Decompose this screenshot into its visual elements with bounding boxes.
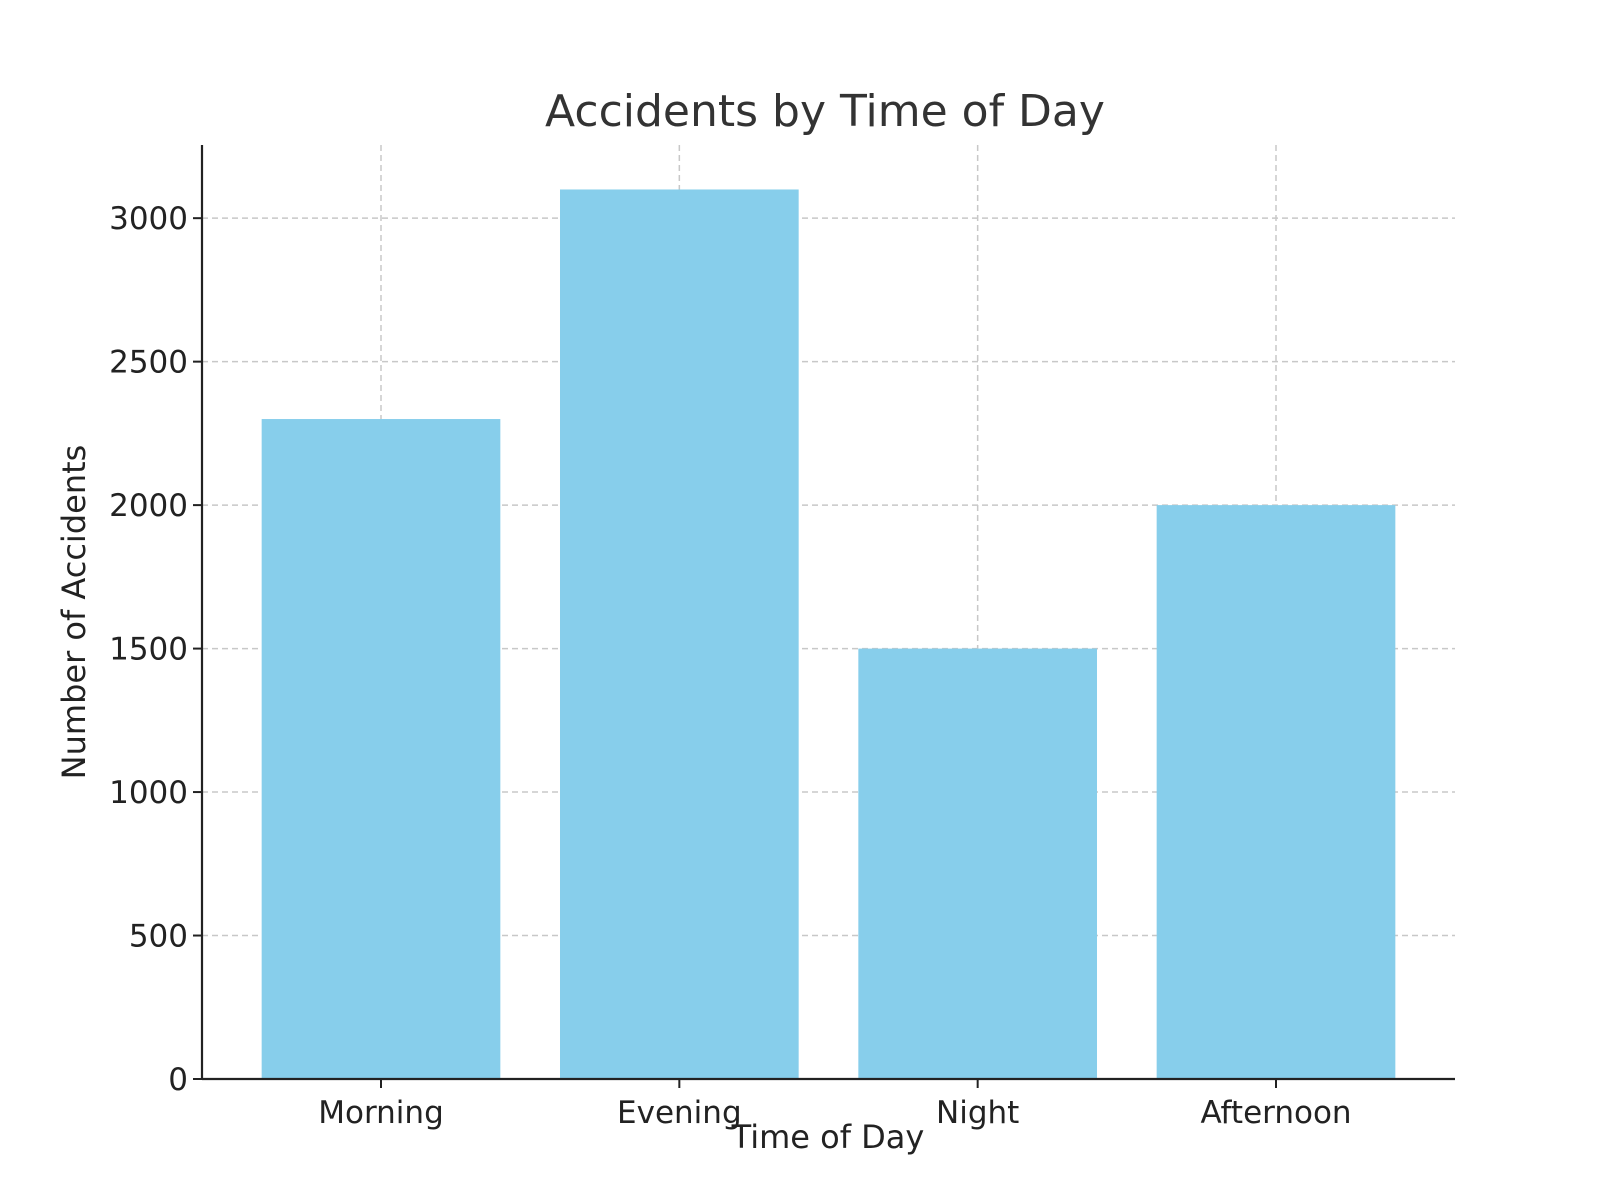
- y-tick-label: 3000: [109, 201, 188, 237]
- chart-title: Accidents by Time of Day: [545, 86, 1105, 137]
- y-tick-label: 0: [168, 1062, 188, 1098]
- y-tick-label: 500: [129, 919, 188, 955]
- y-tick-label: 2000: [109, 488, 188, 524]
- axes-layer: [200, 145, 1455, 1081]
- x-tick-label: Morning: [318, 1095, 444, 1131]
- bar-afternoon: [1156, 505, 1396, 1080]
- x-tick-label: Evening: [617, 1095, 742, 1131]
- y-tick-label: 2500: [109, 345, 188, 381]
- x-axis-label: Time of Day: [731, 1118, 925, 1156]
- ticks-layer: 0 500 1000 1500 2000 2500 3000 Morning Evening Ni…: [109, 201, 1351, 1131]
- y-axis-label: Number of Accidents: [55, 445, 93, 780]
- y-tick-label: 1500: [109, 632, 188, 668]
- x-tick-label: Night: [936, 1095, 1019, 1131]
- bar-night: [858, 648, 1097, 1079]
- bar-evening: [560, 189, 799, 1079]
- bar-morning: [261, 419, 501, 1079]
- bars-layer: [261, 189, 1396, 1080]
- x-tick-label: Afternoon: [1200, 1095, 1351, 1131]
- y-tick-label: 1000: [109, 775, 188, 811]
